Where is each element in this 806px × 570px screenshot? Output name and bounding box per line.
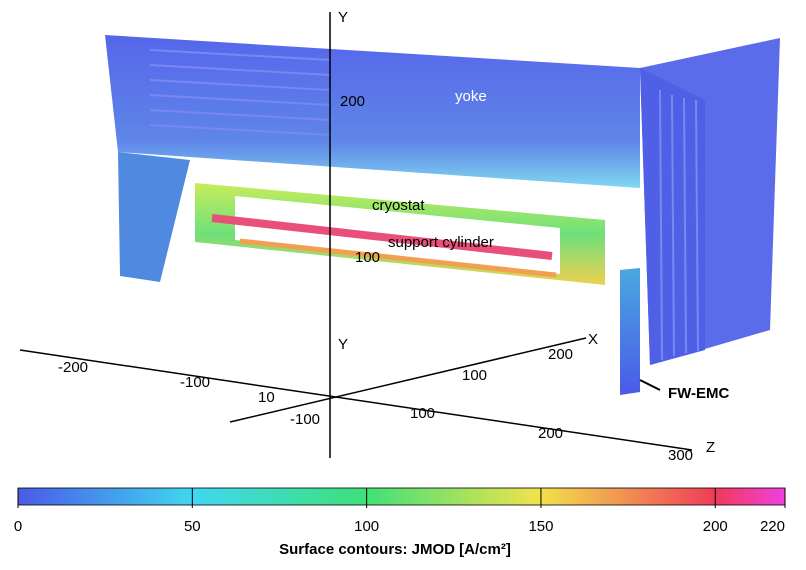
colorbar: 0 50 100 150 200 220 — [14, 487, 786, 535]
support-cylinder — [211, 214, 553, 260]
axis-tick-label: -100 — [290, 411, 320, 428]
colorbar-tick-label: 50 — [184, 518, 201, 535]
label: yoke — [455, 88, 487, 105]
axis-tick-label: 200 — [538, 425, 563, 442]
fw-emc-arrow — [639, 379, 661, 391]
detector — [105, 35, 780, 395]
label: support cylinder — [388, 234, 494, 251]
axis-tick-label: 200 — [340, 93, 365, 110]
cryostat-bottom — [239, 238, 557, 278]
colorbar-tick-label: 100 — [354, 518, 379, 535]
axis-tick-label: -100 — [180, 374, 210, 391]
colorbar-title: Surface contours: JMOD [A/cm²] — [279, 541, 511, 558]
label: cryostat — [372, 197, 425, 214]
axis-tick-label: 300 — [668, 447, 693, 464]
x-axis — [229, 337, 587, 423]
axis-name: Z — [706, 439, 715, 456]
axis-tick-label: 10 — [258, 389, 275, 406]
axis-tick-label: -200 — [58, 359, 88, 376]
colorbar-tick-label: 200 — [703, 518, 728, 535]
colorbar-tick-label: 0 — [14, 518, 22, 535]
label: FW-EMC — [668, 385, 730, 402]
axis-name: Y — [338, 336, 348, 353]
yoke-top — [105, 35, 640, 188]
fw-emc — [620, 268, 640, 395]
colorbar-tick-label: 150 — [528, 518, 553, 535]
colorbar-tick-label: 220 — [760, 518, 785, 535]
axes — [19, 12, 693, 458]
axis-tick-label: 100 — [462, 367, 487, 384]
yoke-leg — [118, 152, 190, 282]
axis-name: X — [588, 331, 598, 348]
axis-tick-label: 200 — [548, 346, 573, 363]
axis-name: Y — [338, 9, 348, 26]
z-axis — [19, 349, 693, 451]
colorbar-gradient — [17, 487, 786, 506]
axis-tick-label: 100 — [410, 405, 435, 422]
axis-tick-label: 100 — [355, 249, 380, 266]
yoke-plates — [149, 49, 699, 361]
